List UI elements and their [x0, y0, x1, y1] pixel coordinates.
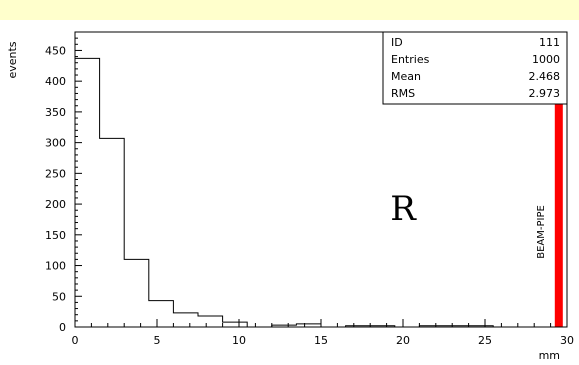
stats-label-mean: Mean [391, 70, 421, 83]
y-tick-label: 300 [45, 137, 66, 150]
y-tick-label: 350 [45, 106, 66, 119]
x-axis-label: mm [539, 349, 560, 362]
x-tick-label: 20 [396, 334, 410, 347]
beam-pipe-bar [554, 102, 563, 327]
y-tick-label: 200 [45, 198, 66, 211]
y-tick-label: 100 [45, 260, 66, 273]
y-tick-label: 250 [45, 167, 66, 180]
annotation-r: R [390, 189, 417, 229]
histogram-bin [149, 301, 174, 327]
y-tick-label: 50 [52, 290, 66, 303]
stats-value-mean: 2.468 [529, 70, 561, 83]
stats-box-frame [382, 31, 568, 105]
x-tick-label: 15 [314, 334, 328, 347]
histogram-bin [75, 58, 100, 327]
top-band [0, 0, 579, 20]
stats-label-rms: RMS [391, 87, 415, 100]
histogram-bin [100, 138, 125, 327]
stats-value-rms: 2.973 [529, 87, 561, 100]
x-tick-label: 5 [154, 334, 161, 347]
y-axis-label: events [6, 41, 19, 78]
x-tick-label: 10 [232, 334, 246, 347]
x-tick-label: 0 [72, 334, 79, 347]
stats-value-id: 111 [539, 36, 560, 49]
stats-label-id: ID [391, 36, 403, 49]
histogram-bin [173, 313, 198, 327]
histogram-bin [198, 316, 223, 327]
y-tick-label: 150 [45, 229, 66, 242]
y-tick-label: 400 [45, 75, 66, 88]
y-axis-ticks: 0 50 100 150 200 250 300 350 400 450 [45, 37, 82, 334]
beam-pipe-group [554, 102, 563, 327]
beam-pipe-label: BEAM-PIPE [536, 205, 547, 259]
y-tick-label: 0 [59, 321, 66, 334]
x-axis-ticks: 0 5 10 15 20 25 30 [72, 319, 574, 347]
x-tick-label: 30 [560, 334, 574, 347]
stats-box: ID 111 Entries 1000 Mean 2.468 RMS 2.973 [382, 31, 568, 105]
stats-label-entries: Entries [391, 53, 430, 66]
histogram-bin [124, 259, 149, 327]
histogram-bin [223, 322, 248, 327]
x-tick-label: 25 [478, 334, 492, 347]
y-tick-label: 450 [45, 44, 66, 57]
stats-value-entries: 1000 [532, 53, 560, 66]
